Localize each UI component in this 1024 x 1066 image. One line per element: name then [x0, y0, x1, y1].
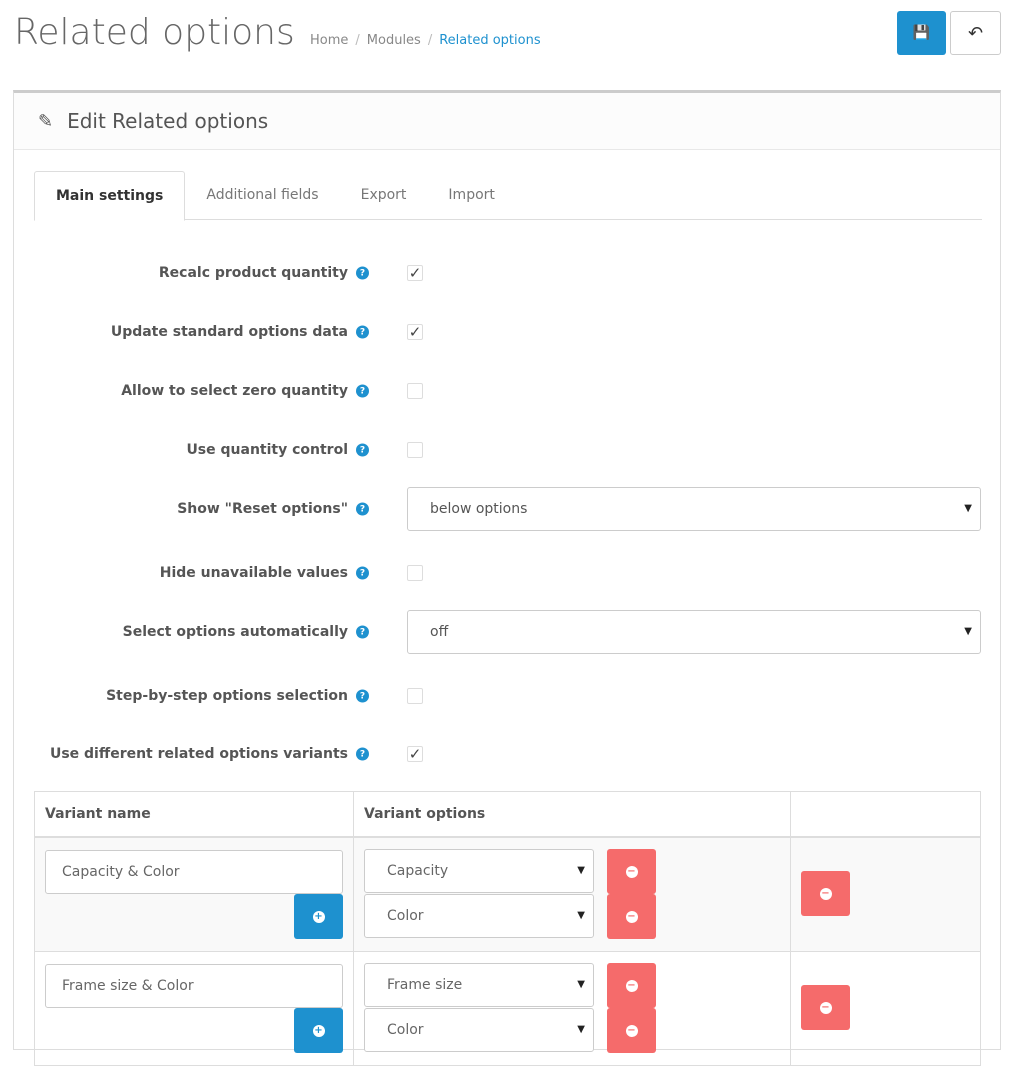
variant-option-select[interactable]: Capacity ▼ [364, 849, 594, 893]
tabs: Main settings Additional fields Export I… [34, 171, 982, 221]
help-icon[interactable]: ? [356, 689, 369, 703]
caret-down-icon: ▼ [577, 1024, 585, 1035]
tab-export[interactable]: Export [360, 187, 407, 203]
table-row: Capacity & Color + Capacity ▼ − Color ▼ − − [34, 836, 981, 952]
help-icon[interactable]: ? [356, 625, 369, 639]
setting-label: Update standard options data [110, 324, 348, 340]
setting-label: Step-by-step options selection [106, 688, 348, 704]
edit-panel: ✎ Edit Related options Main settings Addi… [13, 90, 1001, 1050]
setting-select[interactable]: below options ▼ [407, 487, 981, 531]
save-button[interactable]: 💾 [897, 11, 946, 55]
minus-circle-icon: − [625, 1024, 638, 1037]
setting-checkbox[interactable] [407, 688, 423, 704]
tab-additional-fields[interactable]: Additional fields [206, 187, 319, 203]
breadcrumb: Home / Modules / Related options [310, 33, 541, 48]
variant-option-select[interactable]: Color ▼ [364, 894, 594, 938]
reply-icon: ↶ [967, 22, 984, 44]
setting-label: Use different related options variants [49, 746, 348, 762]
tab-main-settings[interactable]: Main settings [34, 171, 186, 221]
caret-down-icon: ▼ [577, 979, 585, 990]
tab-import[interactable]: Import [448, 187, 495, 203]
variant-name-input[interactable]: Frame size & Color [45, 964, 343, 1008]
col-variant-options: Variant options [353, 791, 791, 838]
plus-circle-icon: + [312, 910, 325, 923]
breadcrumb-home[interactable]: Home [310, 33, 349, 48]
remove-variant-button[interactable]: − [801, 871, 850, 916]
help-icon[interactable]: ? [356, 384, 369, 398]
remove-variant-button[interactable]: − [801, 985, 850, 1030]
variants-table: Variant name Variant options Capacity & C… [34, 791, 981, 1066]
breadcrumb-related-options[interactable]: Related options [439, 33, 541, 48]
page-title: Related options [14, 12, 295, 53]
variant-option-select[interactable]: Color ▼ [364, 1008, 594, 1052]
remove-option-button[interactable]: − [607, 1008, 656, 1053]
minus-circle-icon: − [819, 1001, 832, 1014]
table-row: Frame size & Color + Frame size ▼ − Color ▼ − − [34, 951, 981, 1066]
caret-down-icon: ▼ [577, 865, 585, 876]
setting-label: Select options automatically [122, 624, 348, 640]
setting-label: Allow to select zero quantity [121, 383, 348, 399]
minus-circle-icon: − [819, 887, 832, 900]
setting-checkbox[interactable]: ✓ [407, 745, 423, 763]
remove-option-button[interactable]: − [607, 963, 656, 1008]
caret-down-icon: ▼ [577, 910, 585, 921]
setting-label: Recalc product quantity [158, 265, 348, 281]
help-icon[interactable]: ? [356, 266, 369, 280]
setting-checkbox[interactable]: ✓ [407, 323, 423, 341]
caret-down-icon: ▼ [964, 503, 972, 514]
help-icon[interactable]: ? [356, 502, 369, 516]
panel-heading: ✎ Edit Related options [14, 93, 1000, 150]
pencil-icon: ✎ [38, 110, 54, 132]
help-icon[interactable]: ? [356, 566, 369, 580]
remove-option-button[interactable]: − [607, 894, 656, 939]
col-actions [790, 791, 981, 838]
help-icon[interactable]: ? [356, 747, 369, 761]
add-option-button[interactable]: + [294, 894, 343, 939]
setting-label: Show "Reset options" [177, 501, 348, 517]
minus-circle-icon: − [625, 979, 638, 992]
add-option-button[interactable]: + [294, 1008, 343, 1053]
variant-name-input[interactable]: Capacity & Color [45, 850, 343, 894]
minus-circle-icon: − [625, 910, 638, 923]
breadcrumb-modules[interactable]: Modules [366, 33, 421, 48]
col-variant-name: Variant name [34, 791, 354, 838]
setting-label: Hide unavailable values [159, 565, 348, 581]
save-icon: 💾 [912, 25, 931, 41]
setting-checkbox[interactable] [407, 565, 423, 581]
back-button[interactable]: ↶ [950, 11, 1001, 55]
plus-circle-icon: + [312, 1024, 325, 1037]
setting-checkbox[interactable] [407, 442, 423, 458]
setting-select[interactable]: off ▼ [407, 610, 981, 654]
variant-option-select[interactable]: Frame size ▼ [364, 963, 594, 1007]
minus-circle-icon: − [625, 865, 638, 878]
help-icon[interactable]: ? [356, 325, 369, 339]
remove-option-button[interactable]: − [607, 849, 656, 894]
setting-checkbox[interactable]: ✓ [407, 264, 423, 282]
setting-label: Use quantity control [186, 442, 348, 458]
caret-down-icon: ▼ [964, 626, 972, 637]
setting-checkbox[interactable] [407, 383, 423, 399]
help-icon[interactable]: ? [356, 443, 369, 457]
panel-title: Edit Related options [67, 109, 269, 133]
